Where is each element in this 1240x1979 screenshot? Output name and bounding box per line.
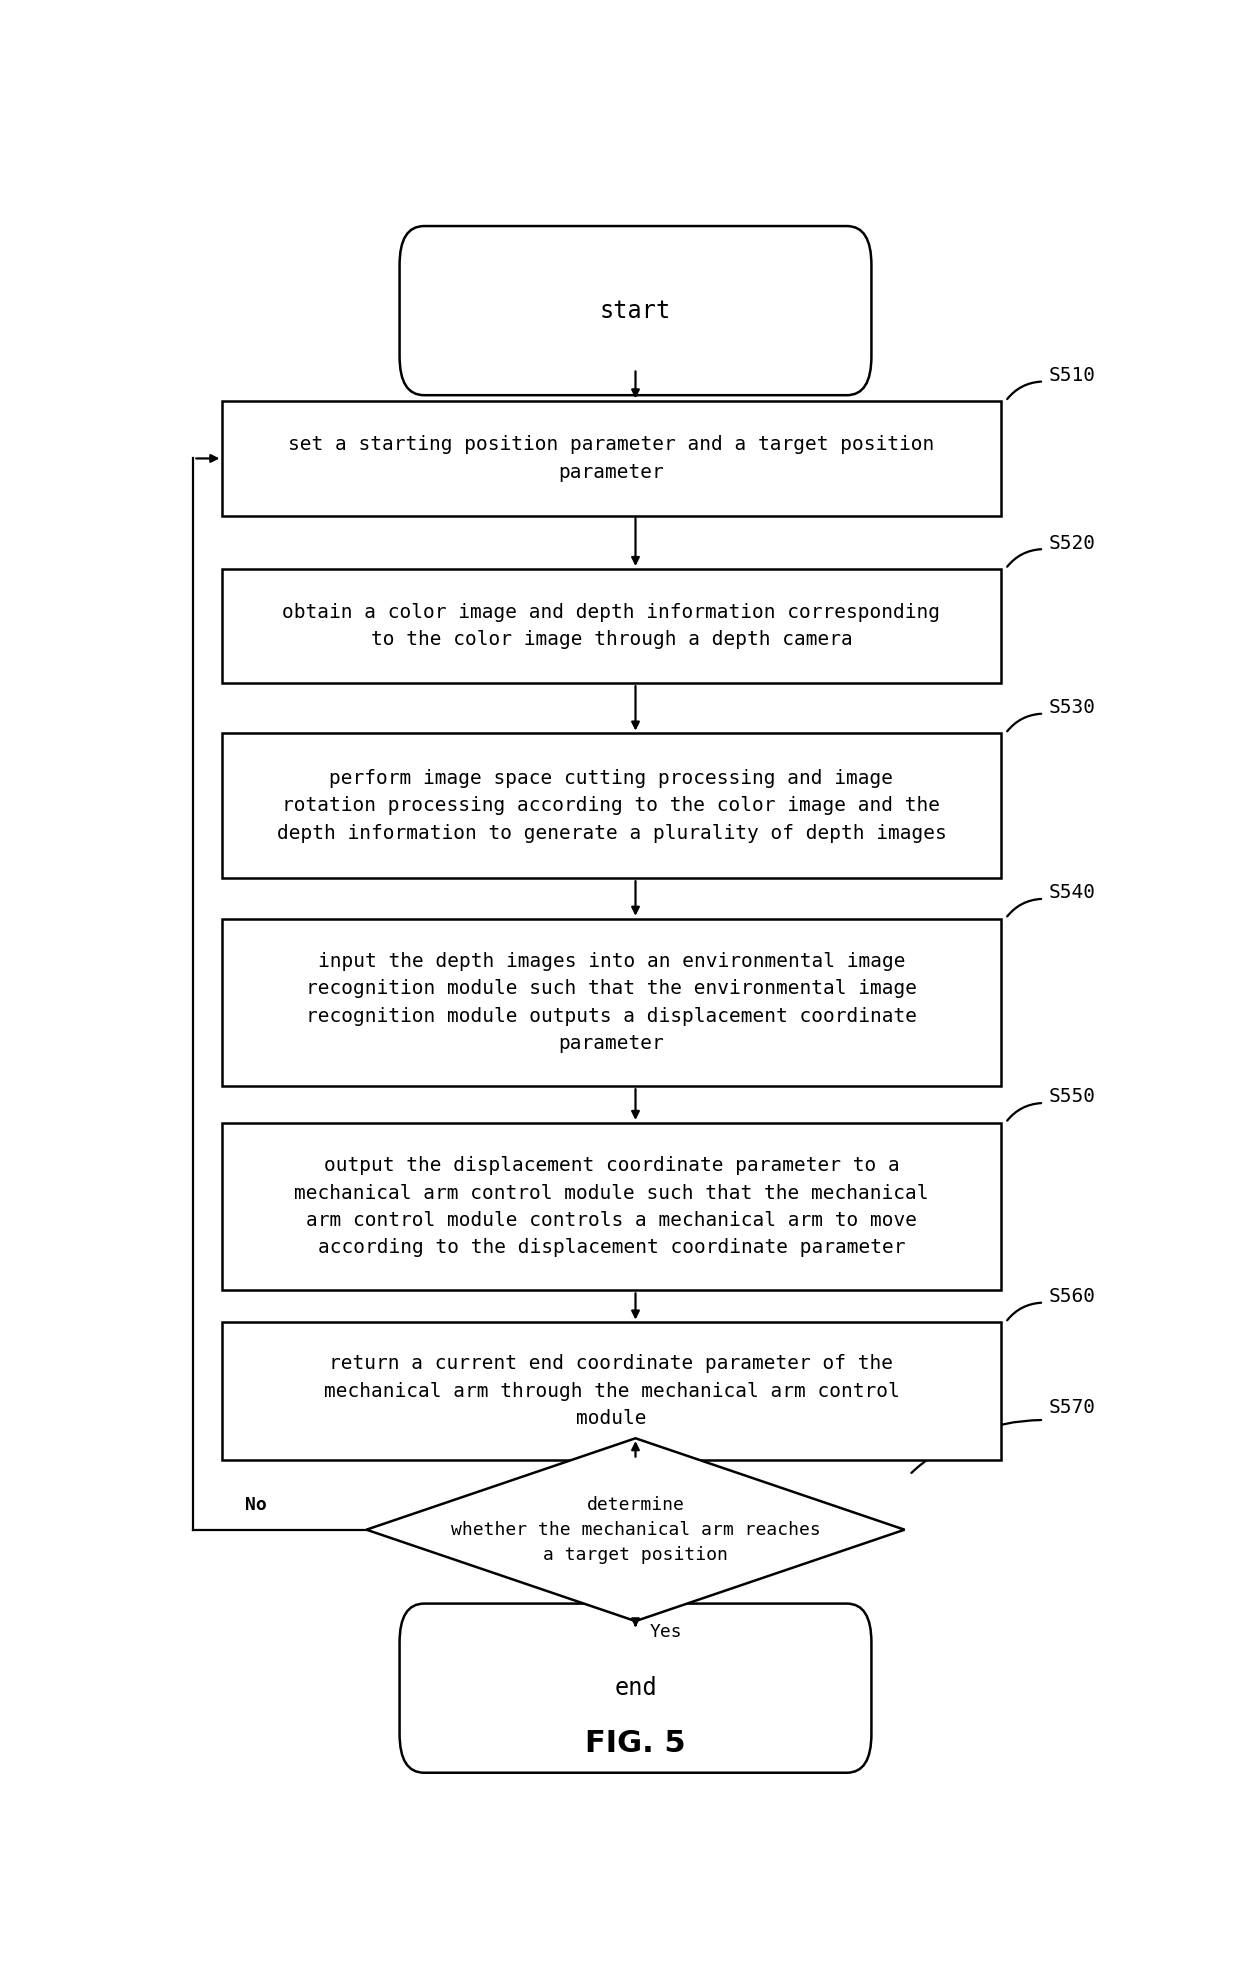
Text: S560: S560: [1049, 1286, 1096, 1306]
Text: output the displacement coordinate parameter to a
mechanical arm control module : output the displacement coordinate param…: [294, 1156, 929, 1257]
Bar: [222, 1322, 1001, 1461]
Bar: [222, 568, 1001, 683]
Bar: [222, 918, 1001, 1086]
Text: set a starting position parameter and a target position
parameter: set a starting position parameter and a …: [289, 435, 935, 481]
Bar: [222, 402, 1001, 517]
Bar: [222, 734, 1001, 879]
FancyBboxPatch shape: [399, 1603, 872, 1773]
Text: obtain a color image and depth information corresponding
to the color image thro: obtain a color image and depth informati…: [283, 604, 940, 649]
Text: S530: S530: [1049, 699, 1096, 716]
Text: S510: S510: [1049, 366, 1096, 384]
Text: S520: S520: [1049, 534, 1096, 552]
Text: S550: S550: [1049, 1086, 1096, 1106]
Text: S570: S570: [1049, 1399, 1096, 1417]
Text: Yes: Yes: [650, 1623, 682, 1641]
Text: determine
whether the mechanical arm reaches
a target position: determine whether the mechanical arm rea…: [450, 1496, 821, 1563]
Text: start: start: [600, 299, 671, 323]
Bar: [222, 1122, 1001, 1290]
Text: S540: S540: [1049, 883, 1096, 902]
Text: No: No: [246, 1496, 267, 1514]
Text: return a current end coordinate parameter of the
mechanical arm through the mech: return a current end coordinate paramete…: [324, 1354, 899, 1427]
Polygon shape: [367, 1439, 905, 1621]
FancyBboxPatch shape: [399, 226, 872, 396]
Text: perform image space cutting processing and image
rotation processing according t: perform image space cutting processing a…: [277, 770, 946, 843]
Text: input the depth images into an environmental image
recognition module such that : input the depth images into an environme…: [306, 952, 916, 1053]
Text: FIG. 5: FIG. 5: [585, 1728, 686, 1757]
Text: end: end: [614, 1676, 657, 1700]
